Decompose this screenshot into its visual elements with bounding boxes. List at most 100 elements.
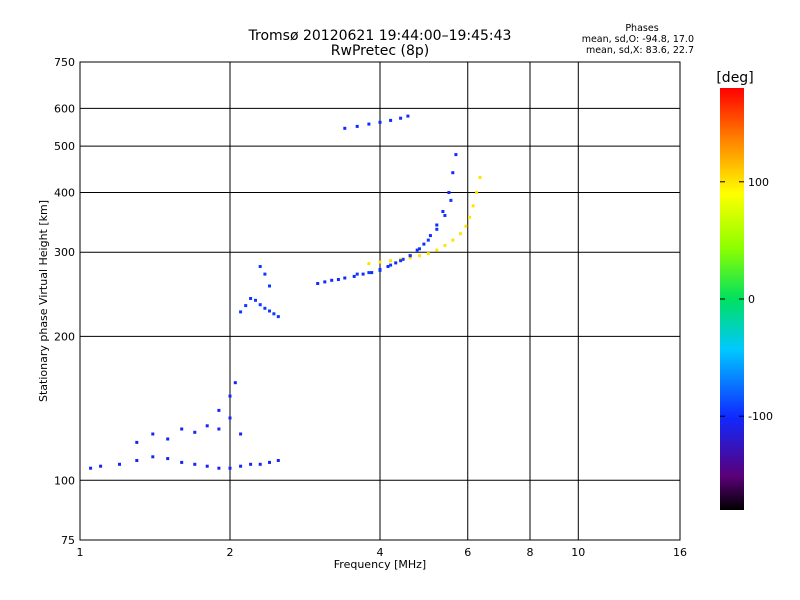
data-point xyxy=(135,440,139,444)
data-point xyxy=(193,430,197,434)
data-point xyxy=(451,238,455,242)
x-tick-label: 16 xyxy=(673,546,687,559)
data-point xyxy=(355,124,359,128)
data-point xyxy=(135,459,139,462)
data-point xyxy=(272,312,276,316)
y-axis-label: Stationary phase Virtual Height [km] xyxy=(37,200,50,402)
data-point xyxy=(468,215,471,219)
data-point xyxy=(239,464,243,468)
data-point xyxy=(205,424,209,428)
colorbar-ticks: 100 0 -100 xyxy=(720,176,773,423)
chart-title: Tromsø 20120621 19:44:00–19:45:43 xyxy=(248,28,512,44)
data-point xyxy=(389,263,393,267)
data-point xyxy=(355,272,359,276)
data-point xyxy=(276,315,280,319)
data-point xyxy=(89,466,93,470)
data-point xyxy=(151,432,155,436)
y-tick-label: 100 xyxy=(54,474,75,487)
x-tick-label: 4 xyxy=(377,546,384,559)
data-point xyxy=(99,464,103,468)
data-point xyxy=(406,114,410,118)
data-point xyxy=(268,309,271,313)
data-point xyxy=(367,271,371,275)
data-point xyxy=(323,280,327,284)
y-tick-label: 750 xyxy=(54,56,75,69)
grid-lines xyxy=(80,62,680,540)
data-point xyxy=(276,459,280,462)
data-point xyxy=(478,176,482,179)
data-point xyxy=(464,224,468,228)
data-point xyxy=(367,262,371,266)
data-point xyxy=(435,227,439,231)
data-point xyxy=(378,120,382,124)
data-point xyxy=(249,462,253,466)
data-point xyxy=(352,274,356,278)
data-point xyxy=(394,261,398,265)
data-point xyxy=(443,243,447,247)
data-point xyxy=(166,457,170,461)
data-point xyxy=(343,126,347,130)
data-point xyxy=(336,278,340,281)
data-point xyxy=(454,153,458,157)
data-point xyxy=(258,265,262,268)
data-point xyxy=(441,210,445,213)
y-tick-label: 200 xyxy=(54,330,75,343)
data-point xyxy=(426,238,430,242)
x-tick-label: 8 xyxy=(527,546,534,559)
plot-area: 1 2 4 6 8 10 16 75 100 200 300 400 500 600 750 xyxy=(54,56,687,559)
x-tick-label: 1 xyxy=(77,546,84,559)
data-point xyxy=(443,214,447,217)
data-point xyxy=(428,234,432,238)
data-points xyxy=(89,114,482,470)
colorbar-tick-label: 0 xyxy=(748,293,755,306)
data-point xyxy=(399,259,403,263)
data-point xyxy=(418,254,421,258)
data-point xyxy=(449,198,453,202)
colorbar-tick-label: -100 xyxy=(748,410,773,423)
data-point xyxy=(426,252,430,256)
colorbar-tick-label: 100 xyxy=(748,176,769,189)
data-point xyxy=(378,260,382,264)
colorbar-unit: [deg] xyxy=(716,70,753,86)
data-point xyxy=(458,232,462,236)
data-point xyxy=(378,268,382,271)
data-point xyxy=(475,191,479,194)
data-point xyxy=(268,460,271,464)
data-point xyxy=(228,466,232,470)
y-tick-label: 500 xyxy=(54,140,75,153)
data-point xyxy=(268,284,271,288)
data-point xyxy=(151,455,155,459)
data-point xyxy=(166,437,170,441)
data-point xyxy=(217,408,221,412)
data-point xyxy=(233,381,237,385)
x-tick-label: 6 xyxy=(464,546,471,559)
y-tick-label: 75 xyxy=(61,534,75,547)
phase-stats-title: Phases xyxy=(625,23,658,34)
data-point xyxy=(258,462,262,466)
data-point xyxy=(193,462,197,466)
data-point xyxy=(118,462,121,466)
chart-subtitle: RwPretec (8p) xyxy=(331,43,429,59)
plot-frame xyxy=(79,61,681,541)
data-point xyxy=(408,256,412,260)
data-point xyxy=(239,432,243,436)
data-point xyxy=(361,272,365,276)
data-point xyxy=(422,242,426,246)
data-point xyxy=(263,306,267,310)
y-tick-label: 600 xyxy=(54,102,75,115)
data-point xyxy=(435,223,439,227)
data-point xyxy=(217,466,221,470)
data-point xyxy=(370,271,374,275)
y-tick-label: 400 xyxy=(54,186,75,199)
data-point xyxy=(205,464,209,468)
y-tick-label: 300 xyxy=(54,246,75,259)
phase-stats-x: mean, sd,X: 83.6, 22.7 xyxy=(586,45,694,56)
data-point xyxy=(367,122,371,126)
data-point xyxy=(263,272,267,276)
data-point xyxy=(386,265,390,268)
data-point xyxy=(228,394,232,398)
data-point xyxy=(447,191,451,194)
data-point xyxy=(399,116,403,120)
data-point xyxy=(258,303,262,307)
